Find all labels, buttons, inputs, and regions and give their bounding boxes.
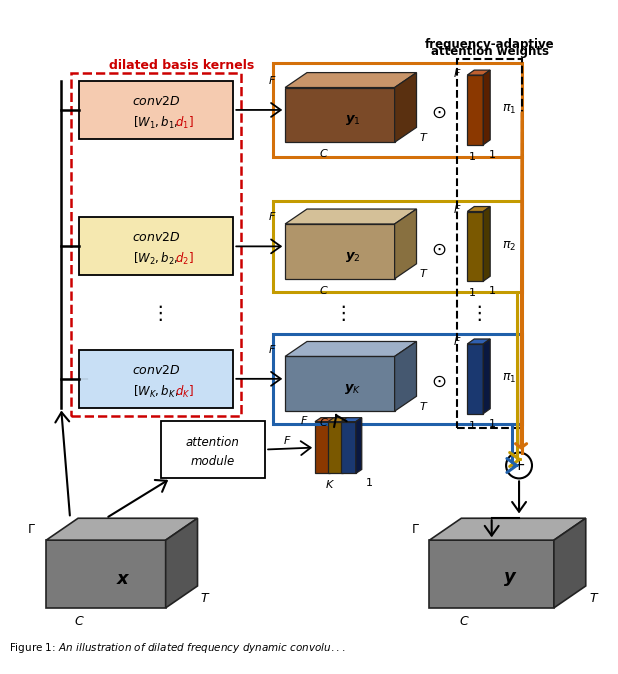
Text: $conv2D$: $conv2D$	[132, 231, 180, 244]
Text: $\odot$: $\odot$	[431, 373, 446, 391]
Text: $T$: $T$	[418, 268, 428, 279]
Text: $\vdots$: $\vdots$	[334, 303, 346, 323]
Text: module: module	[191, 454, 235, 468]
Text: $conv2D$: $conv2D$	[132, 95, 180, 108]
Text: $K$: $K$	[325, 479, 335, 491]
Polygon shape	[430, 518, 586, 540]
Polygon shape	[395, 73, 417, 142]
Polygon shape	[285, 357, 395, 411]
Circle shape	[506, 452, 532, 479]
Polygon shape	[46, 518, 198, 540]
Text: $F$: $F$	[268, 74, 276, 86]
Polygon shape	[430, 540, 554, 608]
Text: $\Gamma$: $\Gamma$	[410, 523, 420, 536]
Text: $F$: $F$	[300, 414, 309, 426]
Text: $C$: $C$	[318, 148, 328, 159]
Polygon shape	[285, 209, 417, 224]
Text: $\boldsymbol{y}$: $\boldsymbol{y}$	[503, 570, 517, 588]
Polygon shape	[285, 73, 417, 88]
Text: $d_K]$: $d_K]$	[175, 384, 193, 400]
Polygon shape	[285, 88, 395, 142]
Text: $1$: $1$	[365, 477, 373, 489]
Text: $d_2]$: $d_2]$	[175, 251, 193, 267]
Polygon shape	[467, 75, 483, 145]
Text: $\boldsymbol{y}_2$: $\boldsymbol{y}_2$	[345, 250, 361, 264]
Text: $\vdots$: $\vdots$	[469, 303, 481, 323]
Text: Figure 1: $\it{An\ illustration\ of\ dilated\ frequency\ dynamic\ convolu...}$: Figure 1: $\it{An\ illustration\ of\ dil…	[9, 641, 345, 654]
Text: $F$: $F$	[453, 336, 461, 348]
Text: $conv2D$: $conv2D$	[132, 364, 180, 377]
Polygon shape	[554, 518, 586, 608]
FancyBboxPatch shape	[79, 218, 234, 275]
Text: $\odot$: $\odot$	[431, 241, 446, 258]
Text: $[W_1,b_1,$: $[W_1,b_1,$	[133, 115, 179, 131]
Polygon shape	[467, 344, 483, 414]
Text: $\odot$: $\odot$	[431, 104, 446, 122]
Text: $[W_K,b_K,$: $[W_K,b_K,$	[133, 384, 179, 400]
Polygon shape	[467, 206, 490, 212]
Polygon shape	[483, 339, 490, 414]
Text: $F$: $F$	[453, 67, 461, 79]
Polygon shape	[328, 418, 349, 422]
Polygon shape	[343, 418, 349, 473]
Text: attention: attention	[186, 435, 240, 448]
Text: $T$: $T$	[589, 592, 599, 605]
FancyBboxPatch shape	[161, 421, 265, 479]
Polygon shape	[330, 418, 336, 473]
Text: $\boldsymbol{x}$: $\boldsymbol{x}$	[116, 570, 131, 588]
Text: $1$: $1$	[488, 148, 496, 160]
Text: $F$: $F$	[453, 203, 461, 215]
Polygon shape	[341, 422, 356, 473]
Text: $\vdots$: $\vdots$	[150, 303, 163, 323]
Text: $F$: $F$	[268, 210, 276, 222]
Text: $C$: $C$	[318, 284, 328, 296]
Text: $F$: $F$	[283, 433, 291, 446]
Text: dilated basis kernels: dilated basis kernels	[109, 59, 254, 72]
Text: $1$: $1$	[468, 286, 476, 298]
Polygon shape	[46, 540, 166, 608]
Text: $+$: $+$	[512, 458, 526, 473]
Text: $T$: $T$	[418, 400, 428, 412]
Polygon shape	[315, 422, 330, 473]
Text: $\pi_1$: $\pi_1$	[502, 372, 517, 386]
Text: $F$: $F$	[268, 343, 276, 355]
Text: $T$: $T$	[200, 592, 211, 605]
Polygon shape	[285, 224, 395, 279]
Text: $\boldsymbol{y}_K$: $\boldsymbol{y}_K$	[344, 382, 362, 396]
Text: $\pi_1$: $\pi_1$	[502, 103, 517, 117]
Text: frequency-adaptive: frequency-adaptive	[425, 38, 554, 51]
Polygon shape	[483, 70, 490, 145]
Polygon shape	[395, 342, 417, 411]
Polygon shape	[467, 212, 483, 281]
Text: $T$: $T$	[418, 131, 428, 143]
Text: $\pi_2$: $\pi_2$	[502, 240, 516, 253]
FancyBboxPatch shape	[79, 81, 234, 139]
Text: $\boldsymbol{y}_1$: $\boldsymbol{y}_1$	[345, 113, 361, 127]
Text: $1$: $1$	[488, 284, 496, 296]
Polygon shape	[285, 342, 417, 357]
Polygon shape	[356, 418, 362, 473]
Text: $\Gamma$: $\Gamma$	[27, 523, 36, 536]
Text: $C$: $C$	[74, 615, 85, 628]
Text: $1$: $1$	[468, 419, 476, 431]
Text: $[W_2,b_2,$: $[W_2,b_2,$	[133, 251, 179, 267]
FancyBboxPatch shape	[79, 350, 234, 408]
Polygon shape	[483, 206, 490, 281]
Polygon shape	[166, 518, 198, 608]
Polygon shape	[315, 418, 336, 422]
Polygon shape	[467, 339, 490, 344]
Text: $C$: $C$	[459, 615, 470, 628]
Text: $1$: $1$	[488, 417, 496, 429]
Polygon shape	[341, 418, 362, 422]
Text: $d_1]$: $d_1]$	[175, 115, 193, 131]
Polygon shape	[467, 70, 490, 75]
Polygon shape	[395, 209, 417, 279]
Text: $1$: $1$	[468, 150, 476, 162]
Polygon shape	[328, 422, 343, 473]
Text: $C$: $C$	[318, 416, 328, 428]
Text: attention weights: attention weights	[431, 44, 549, 58]
